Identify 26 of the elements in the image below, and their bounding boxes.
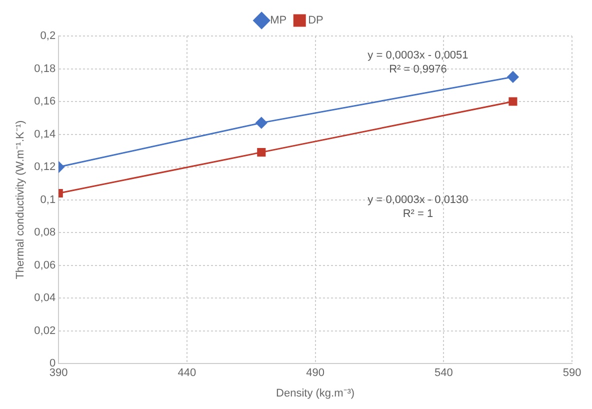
x-tick-label: 440 (178, 367, 196, 380)
point (508, 97, 518, 106)
annotation: y = 0,0003x - 0,0051 R² = 0,9976 (368, 50, 468, 76)
x-tick-label: 390 (49, 367, 68, 380)
y-tick-label: 0,2 (40, 30, 56, 42)
legend-label: MP (270, 14, 287, 27)
y-axis-title: Thermal conductivity (W.m⁻¹.K⁻¹) (14, 120, 27, 280)
annotation: y = 0,0003x - 0,0130 R² = 1 (368, 194, 468, 220)
y-tick-label: 0 (49, 358, 56, 370)
y-tick-label: 0,12 (34, 161, 56, 174)
y-tick-label: 0,06 (34, 259, 56, 272)
x-axis-title: Density (kg.m⁻³) (276, 387, 355, 400)
y-tick-label: 0,08 (34, 226, 56, 239)
y-tick-label: 0,02 (34, 324, 56, 337)
y-tick-label: 0,14 (34, 128, 56, 140)
legend-label: DP (308, 14, 324, 27)
point (507, 71, 519, 83)
point (257, 148, 266, 157)
y-tick-label: 0,04 (34, 292, 56, 304)
point (256, 117, 268, 129)
x-tick-label: 490 (306, 367, 324, 380)
y-tick-label: 0,1 (40, 194, 56, 206)
x-tick-label: 590 (562, 367, 582, 380)
y-tick-label: 0,18 (34, 62, 56, 75)
y-tick-label: 0,16 (34, 96, 56, 108)
x-tick-label: 540 (434, 367, 453, 380)
